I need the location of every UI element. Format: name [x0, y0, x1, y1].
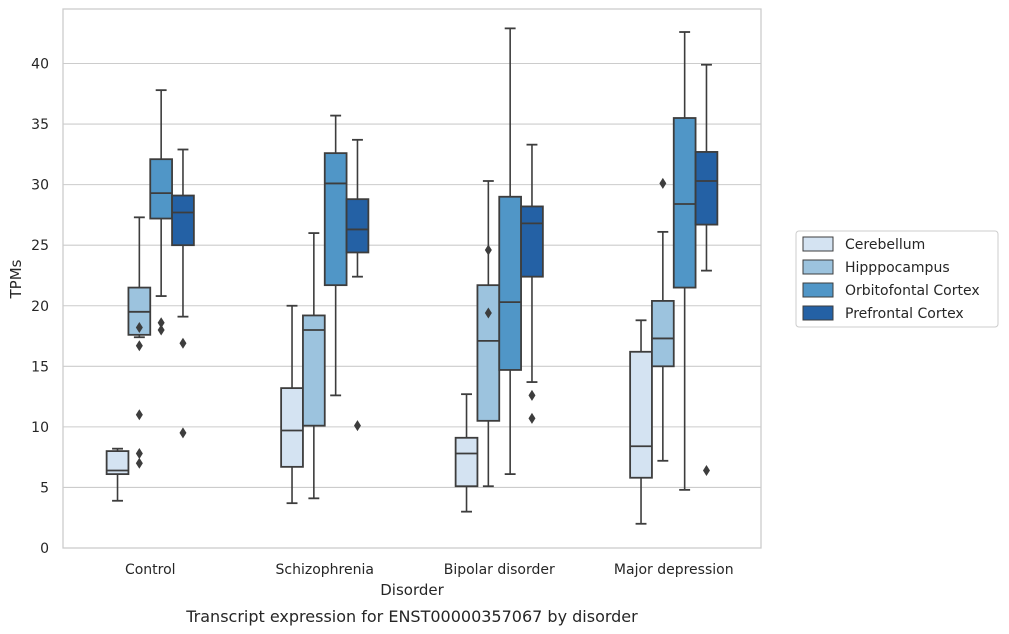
box-prefrontal-cortex [345, 138, 370, 432]
legend-swatch [802, 259, 834, 275]
legend-items: Cerebellum Hipppocampus Orbitofontal Corte… [802, 236, 980, 322]
legend-frame [795, 230, 999, 328]
outlier-point [659, 177, 667, 189]
y-axis-title: TPMs [7, 259, 25, 299]
box-body [171, 194, 195, 247]
box-body [302, 314, 326, 427]
outlier-point [353, 420, 361, 432]
legend-swatch [802, 236, 834, 252]
outlier-point [135, 448, 143, 460]
box-body [498, 195, 522, 371]
outlier-point [157, 324, 165, 336]
box-cerebellum [454, 393, 479, 513]
legend-label: Hipppocampus [845, 260, 950, 276]
outlier-point [528, 412, 536, 424]
box-hipppocampus [302, 232, 326, 500]
box-orbitofontal-cortex [672, 31, 697, 491]
y-tick-label: 25 [31, 238, 49, 254]
x-axis-title: Disorder [380, 581, 444, 599]
outlier-point [179, 427, 187, 439]
box-hipppocampus [127, 216, 152, 469]
box-series-layer [105, 27, 719, 525]
outlier-point [135, 409, 143, 421]
outlier-point [528, 389, 536, 401]
box-body [651, 300, 675, 368]
box-body [476, 284, 501, 422]
y-tick-label: 35 [31, 117, 49, 133]
legend-swatch [802, 282, 834, 298]
outlier-point [135, 322, 143, 334]
x-tick-label: Schizophrenia [276, 562, 374, 578]
box-cerebellum [280, 304, 304, 505]
x-tick-label: Major depression [614, 562, 734, 578]
box-prefrontal-cortex [171, 148, 195, 439]
legend-label: Prefrontal Cortex [845, 306, 964, 322]
box-body [149, 158, 173, 220]
y-axis-ticks: 0 5 10 15 20 25 30 35 40 [31, 57, 49, 557]
box-hipppocampus [476, 180, 501, 488]
y-tick-label: 40 [31, 57, 49, 73]
outlier-point [484, 307, 492, 319]
box-cerebellum [629, 319, 653, 525]
plot-area-frame [62, 8, 762, 549]
outlier-point [157, 317, 165, 329]
y-tick-label: 20 [31, 299, 49, 315]
box-body [105, 450, 130, 476]
legend-label: Cerebellum [845, 237, 925, 253]
x-tick-label: Control [125, 562, 176, 578]
y-tick-label: 10 [31, 420, 49, 436]
y-tick-label: 5 [40, 480, 49, 496]
x-tick-label: Bipolar disorder [444, 562, 555, 578]
box-body [629, 350, 653, 479]
y-tick-label: 15 [31, 359, 49, 375]
outlier-point [135, 340, 143, 352]
legend: Cerebellum Hipppocampus Orbitofontal Corte… [795, 230, 999, 328]
chart-caption: Transcript expression for ENST0000035706… [185, 607, 638, 626]
box-prefrontal-cortex [520, 143, 544, 424]
box-cerebellum [105, 447, 130, 502]
box-orbitofontal-cortex [498, 27, 522, 476]
outlier-point [702, 464, 710, 476]
box-body [694, 151, 719, 226]
box-body [454, 436, 479, 488]
box-body [520, 205, 544, 278]
legend-swatch [802, 305, 834, 321]
outlier-point [135, 457, 143, 469]
y-tick-label: 0 [40, 541, 49, 557]
legend-label: Orbitofontal Cortex [845, 283, 980, 299]
outlier-point [484, 244, 492, 256]
box-body [672, 117, 697, 289]
box-body [280, 387, 304, 468]
box-orbitofontal-cortex [149, 89, 173, 336]
box-hipppocampus [651, 177, 675, 462]
y-tick-label: 30 [31, 178, 49, 194]
box-body [323, 152, 348, 287]
outlier-point [179, 337, 187, 349]
box-orbitofontal-cortex [323, 114, 348, 397]
x-axis-ticks: Control Schizophrenia Bipolar disorder Majo… [125, 562, 734, 578]
box-body [345, 198, 370, 254]
box-prefrontal-cortex [694, 63, 719, 476]
